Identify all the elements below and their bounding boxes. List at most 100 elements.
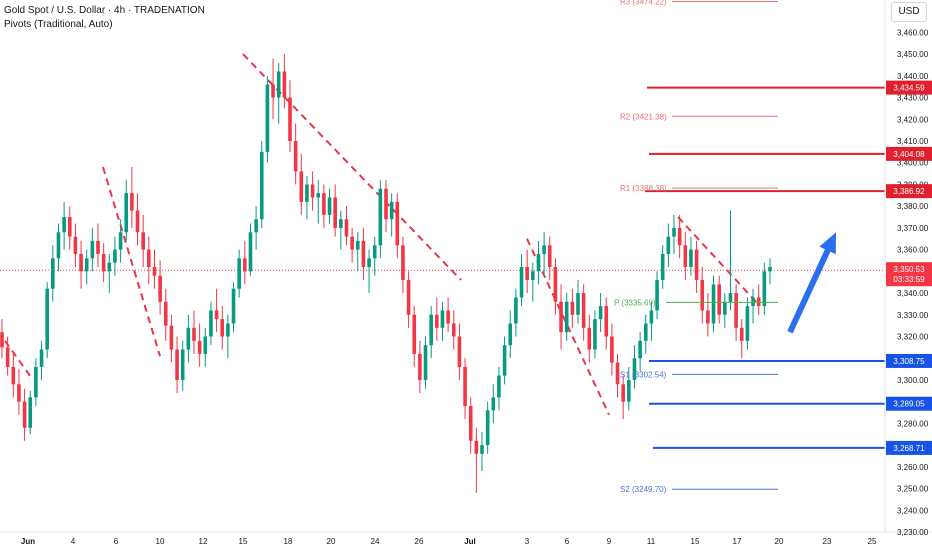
candle-body xyxy=(474,440,479,454)
candle-body xyxy=(485,410,490,446)
candle-body xyxy=(723,301,727,315)
price-tick-label: 3,450.00 xyxy=(897,50,929,59)
candle-body xyxy=(135,210,140,233)
resistance-price-tag xyxy=(886,184,932,199)
candle-body xyxy=(34,366,38,398)
resistance-price-tag xyxy=(886,80,932,95)
candle-body xyxy=(440,310,445,328)
candle-body xyxy=(418,353,422,380)
time-tick-label: 12 xyxy=(199,537,208,546)
candle-body xyxy=(672,227,676,237)
candle-body xyxy=(130,193,134,211)
candle-body xyxy=(598,306,603,320)
candle-body xyxy=(67,217,72,237)
candle-body xyxy=(468,406,473,441)
price-tick-label: 3,360.00 xyxy=(897,246,929,255)
price-tick-label: 3,260.00 xyxy=(897,463,929,472)
candle-body xyxy=(259,151,264,220)
candle-body xyxy=(39,349,44,367)
time-tick-label: 20 xyxy=(327,537,336,546)
candle-body xyxy=(649,310,654,324)
candle-body xyxy=(282,71,287,98)
candle-body xyxy=(593,319,597,350)
candle-body xyxy=(547,245,552,267)
candle-body xyxy=(768,267,772,272)
candle-body xyxy=(762,271,767,307)
price-tick-label: 3,410.00 xyxy=(897,137,929,146)
candle-body xyxy=(265,84,270,152)
time-tick-label: 18 xyxy=(284,537,293,546)
candle-body xyxy=(446,310,450,324)
candle-body xyxy=(180,349,185,380)
time-scale[interactable]: Jun 4 6 10 12 15 18 20 24 26 Jul 3 6 9 11 15 17 20 23 25 xyxy=(21,537,877,546)
pivot-label: P (3335.69) xyxy=(614,298,656,307)
candle-body xyxy=(491,397,496,411)
candle-body xyxy=(17,384,21,402)
candle-body xyxy=(429,314,433,346)
candle-body xyxy=(203,336,208,354)
price-tag-text: 3,308.75 xyxy=(893,357,925,366)
candle-body xyxy=(327,197,332,215)
currency-button[interactable]: USD xyxy=(891,2,927,22)
candle-body xyxy=(638,340,642,359)
price-tick-label: 3,400.00 xyxy=(897,159,929,168)
candle-body xyxy=(163,301,168,326)
price-tick-label: 3,370.00 xyxy=(897,224,929,233)
candle-body xyxy=(118,232,123,250)
time-tick-label: 24 xyxy=(371,537,380,546)
price-tag-text: 3,434.59 xyxy=(893,84,925,93)
candle-body xyxy=(412,314,417,354)
candle-body xyxy=(310,184,315,198)
symbol-title[interactable]: Gold Spot / U.S. Dollar · 4h · TRADENATI… xyxy=(4,5,205,16)
candle-body xyxy=(288,97,292,142)
candle-body xyxy=(643,323,648,341)
candle-body xyxy=(248,232,253,272)
candle-body xyxy=(361,240,366,267)
indicator-title[interactable]: Pivots (Traditional, Auto) xyxy=(4,19,113,30)
candle-body xyxy=(457,336,462,367)
arrow-layer xyxy=(787,232,836,334)
candle-body xyxy=(11,366,16,385)
candle-body xyxy=(564,301,569,333)
candle-body xyxy=(96,240,100,254)
time-tick-label: 25 xyxy=(868,537,877,546)
candle-body xyxy=(124,193,129,233)
horizontal-levels-layer xyxy=(0,86,885,449)
candle-body xyxy=(372,245,377,259)
candle-body xyxy=(451,323,456,337)
bullish-arrow xyxy=(787,232,836,334)
candle-body xyxy=(570,301,575,315)
candle-body xyxy=(717,284,721,315)
candle-body xyxy=(683,245,688,267)
price-tag-text: 3,386.92 xyxy=(893,187,925,196)
candle-body xyxy=(237,258,241,289)
candle-body xyxy=(186,327,191,350)
candle-body xyxy=(700,280,705,311)
candle-body xyxy=(299,171,304,202)
time-tick-label: 10 xyxy=(156,537,165,546)
candle-body xyxy=(734,293,738,328)
price-tick-label: 3,250.00 xyxy=(897,485,929,494)
price-labels-layer: 3,434.59 3,404.08 3,386.92 3,308.75 3,289.05… xyxy=(886,80,932,455)
candle-body xyxy=(745,306,750,341)
candle-body xyxy=(514,297,518,324)
candle-body xyxy=(51,258,55,289)
candle-body xyxy=(147,249,151,267)
price-tick-label: 3,430.00 xyxy=(897,94,929,103)
support-price-tag xyxy=(886,396,932,411)
price-tag-text: 3,289.05 xyxy=(893,400,925,409)
price-tag-text: 3,404.08 xyxy=(893,150,925,159)
candle-body xyxy=(175,349,179,380)
price-tick-label: 3,320.00 xyxy=(897,333,929,342)
candle-body xyxy=(73,236,78,254)
candle-body xyxy=(559,301,563,333)
candle-body xyxy=(197,340,202,354)
price-tick-label: 3,330.00 xyxy=(897,311,929,320)
candle-body xyxy=(22,401,27,428)
time-tick-label: Jul xyxy=(464,537,476,546)
price-tick-label: 3,240.00 xyxy=(897,506,929,515)
support-price-tag xyxy=(886,353,932,368)
candle-body xyxy=(113,249,117,263)
candle-body xyxy=(141,232,145,250)
